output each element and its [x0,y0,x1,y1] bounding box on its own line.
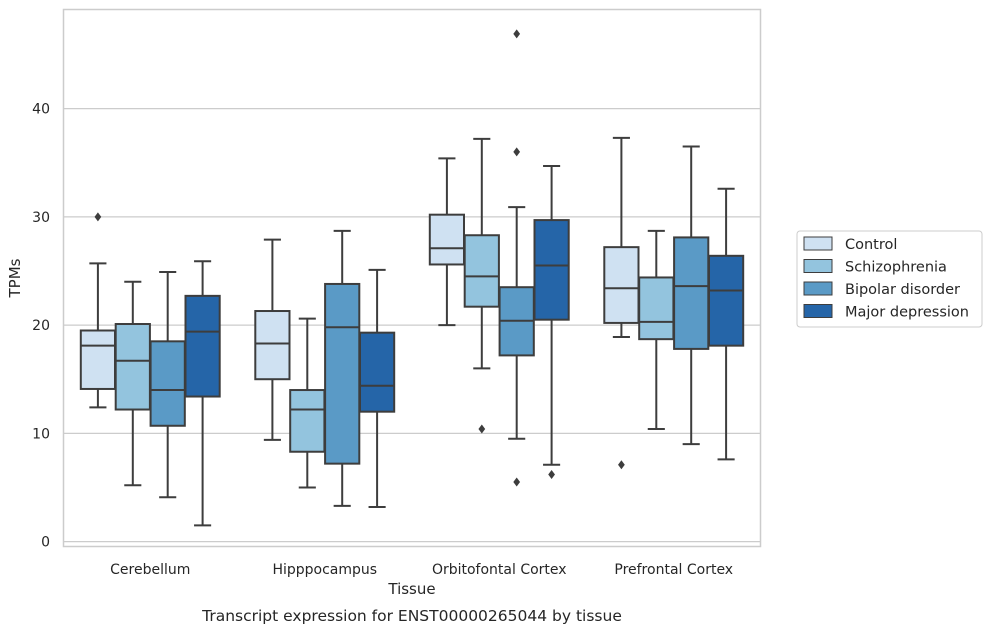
outlier-point [478,424,486,434]
legend-swatch [803,304,833,318]
box [463,234,500,308]
x-tick-label: Prefrontal Cortex [614,562,733,578]
y-tick-label: 40 [32,102,50,118]
x-axis-ticks: Cerebellum Hipppocampus Orbitofontal Corte… [110,562,733,578]
legend-label: Bipolar disorder [845,282,960,298]
box [79,329,117,390]
grid-lines [63,107,761,543]
box [324,282,361,465]
y-tick-label: 10 [32,426,50,442]
box [184,294,221,398]
y-axis-label: TPMs [6,258,24,298]
outlier-point [513,29,521,39]
outlier-point [618,460,625,470]
box [603,246,640,324]
box [254,310,291,381]
legend-swatch [803,281,833,296]
y-axis-ticks: 0 10 20 30 40 [32,102,50,551]
chart-title: Transcript expression for ENST0000026504… [201,607,622,625]
box [707,254,745,347]
legend-label: Schizophrenia [845,260,947,276]
box [428,213,466,266]
legend-frame [796,230,983,328]
box [638,276,675,341]
box [149,340,186,427]
legend-swatch [803,236,833,251]
outlier-point [513,477,521,487]
box [358,331,396,413]
x-axis-label: Tissue [387,580,435,598]
legend: Control Schizophrenia Bipolar disorder Majo… [796,230,983,328]
box-plot-series [79,29,745,527]
plot-frame [62,8,762,548]
legend-swatch [803,259,833,273]
legend-label: Control [845,237,897,253]
legend-label: Major depression [845,305,969,321]
box [533,219,570,321]
y-tick-label: 30 [32,210,50,226]
y-tick-label: 20 [32,318,50,334]
outlier-point [548,469,555,479]
outlier-point [94,212,102,222]
x-tick-label: Cerebellum [110,562,190,578]
x-tick-label: Hipppocampus [272,562,377,578]
box [114,323,151,411]
box [289,389,326,453]
box [673,236,710,350]
x-tick-label: Orbitofontal Cortex [432,562,567,578]
y-tick-label: 0 [41,535,50,551]
outlier-point [513,147,521,157]
